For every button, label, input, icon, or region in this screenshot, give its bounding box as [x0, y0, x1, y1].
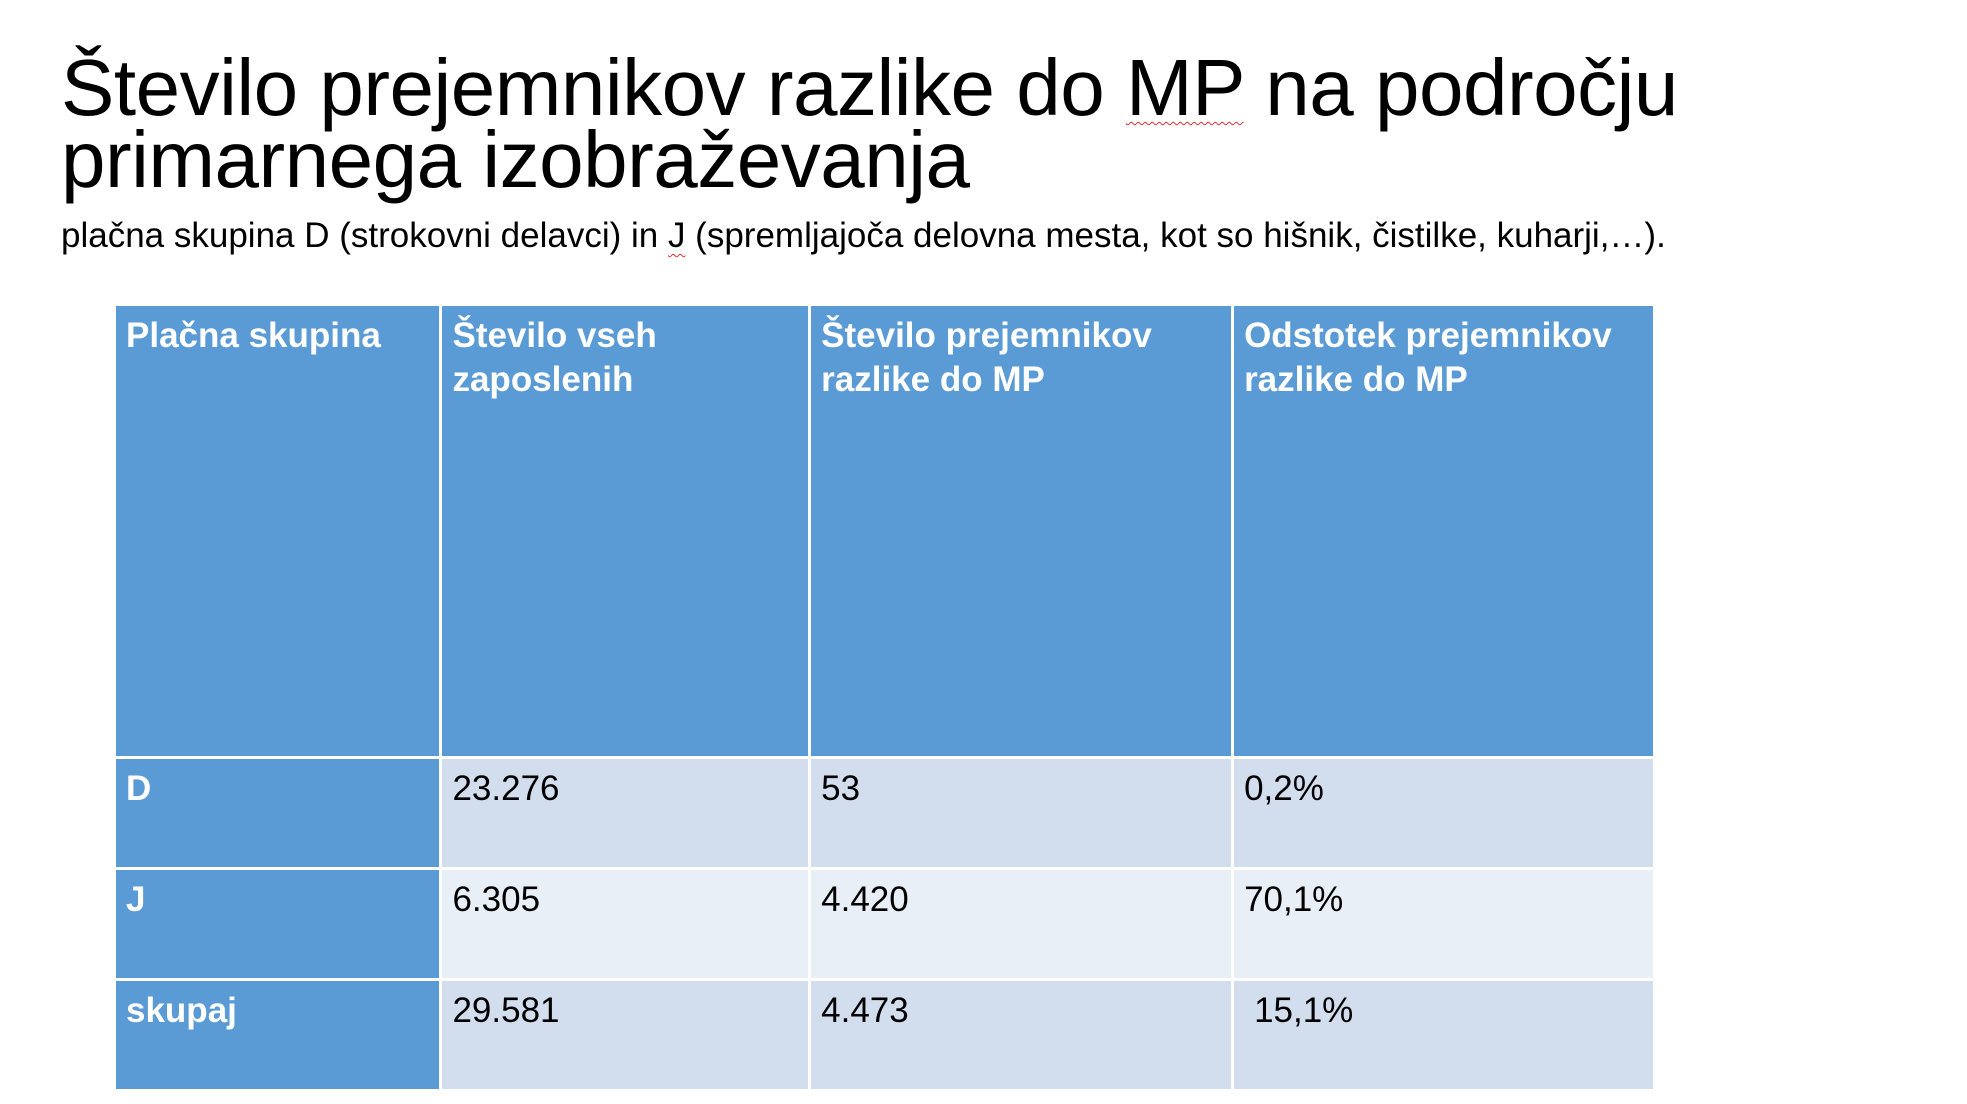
table-row: J 6.305 4.420 70,1%: [112, 867, 1656, 981]
row-label-cell: J: [112, 867, 443, 981]
percent-cell: 70,1%: [1231, 867, 1656, 981]
recipients-cell: 4.473: [808, 978, 1235, 1092]
percent-cell: 15,1%: [1231, 978, 1656, 1092]
table-row: D 23.276 53 0,2%: [112, 756, 1656, 870]
title-text-part: Število prejemnikov razlike do: [61, 43, 1126, 132]
header-pay-group: Plačna skupina: [112, 303, 443, 759]
recipients-cell: 53: [808, 756, 1235, 870]
subtitle-text-part: (spremljajoča delovna mesta, kot so hišn…: [685, 216, 1666, 255]
title-spellcheck-word: MP: [1125, 43, 1244, 132]
subtitle-text-part: plačna skupina D (strokovni delavci) in: [61, 216, 668, 255]
percent-cell: 0,2%: [1231, 756, 1656, 870]
subtitle-spellcheck-word: J: [667, 216, 686, 255]
header-recipients-percent: Odstotek prejemnikov razlike do MP: [1231, 303, 1656, 759]
data-table: Plačna skupina Število vseh zaposlenih Š…: [112, 303, 1656, 1092]
header-recipients-count: Število prejemnikov razlike do MP: [808, 303, 1235, 759]
header-total-employees: Število vseh zaposlenih: [439, 303, 812, 759]
recipients-cell: 4.420: [808, 867, 1235, 981]
title-text-part: na področju: [1243, 43, 1678, 132]
title-line-1: Število prejemnikov razlike do MP na pod…: [61, 48, 1881, 128]
row-label-cell: skupaj: [112, 978, 443, 1092]
employees-cell: 29.581: [439, 978, 812, 1092]
table-header-row: Plačna skupina Število vseh zaposlenih Š…: [112, 303, 1656, 759]
title-line-2: primarnega izobraževanja: [61, 115, 970, 204]
table-row: skupaj 29.581 4.473 15,1%: [112, 978, 1656, 1092]
employees-cell: 23.276: [439, 756, 812, 870]
slide-title: Število prejemnikov razlike do MP na pod…: [61, 48, 1881, 204]
slide-subtitle: plačna skupina D (strokovni delavci) in …: [61, 214, 1921, 258]
employees-cell: 6.305: [439, 867, 812, 981]
row-label-cell: D: [112, 756, 443, 870]
